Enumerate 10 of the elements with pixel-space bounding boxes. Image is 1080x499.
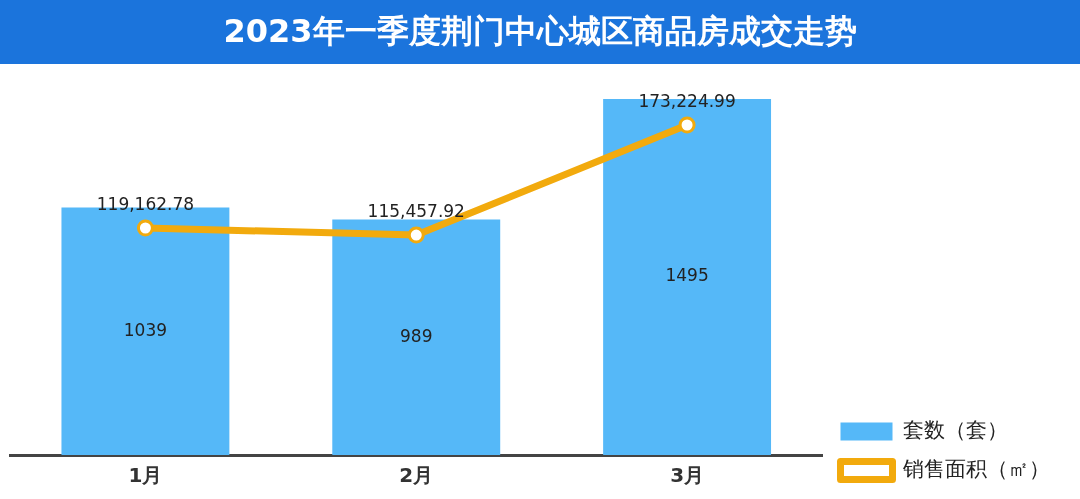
data-label: 1495 — [665, 265, 709, 286]
x-tick-label: 3月 — [670, 463, 705, 488]
x-tick-label: 2月 — [399, 463, 434, 488]
chart-title: 2023年一季度荆门中心城区商品房成交走势 — [0, 0, 1080, 64]
x-tick-label: 1月 — [128, 463, 163, 488]
legend-label: 套数（套） — [903, 417, 1008, 442]
legend-label: 销售面积（㎡） — [902, 456, 1050, 481]
data-label: 1039 — [123, 319, 168, 340]
data-label: 989 — [400, 325, 433, 346]
data-label: 115,457.92 — [367, 200, 465, 221]
